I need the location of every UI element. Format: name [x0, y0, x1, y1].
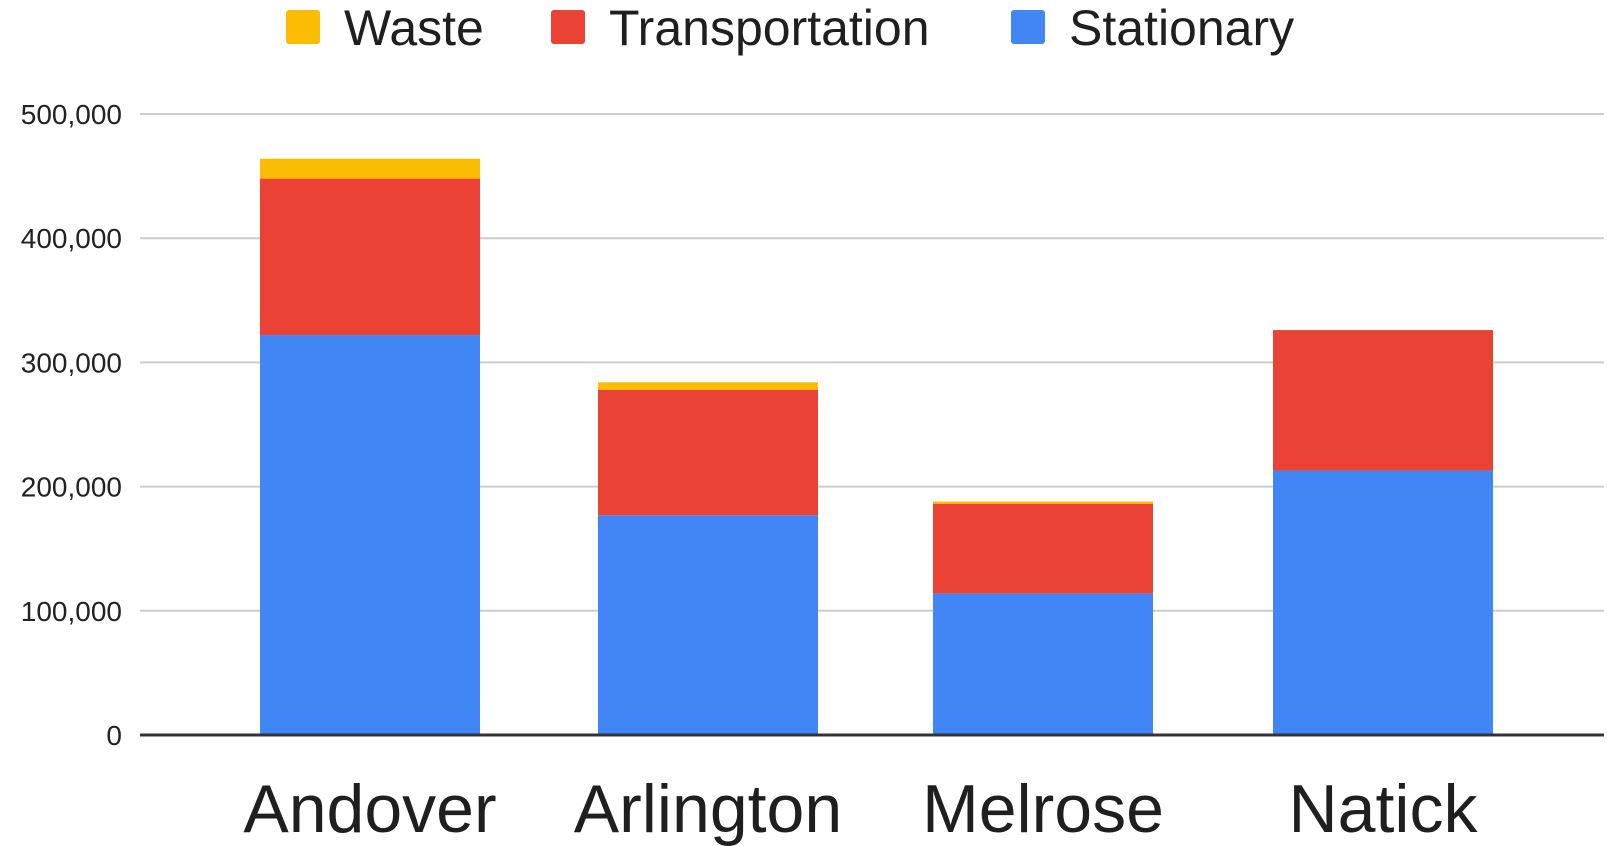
legend-swatch-transportation	[551, 10, 585, 44]
bar-segment-transportation-andover	[260, 178, 480, 336]
y-tick-label: 400,000	[21, 223, 122, 254]
bar-segment-transportation-arlington	[598, 389, 818, 516]
legend-swatch-stationary	[1011, 10, 1045, 44]
bar-segment-stationary-melrose	[933, 593, 1153, 735]
legend-label-transportation: Transportation	[609, 0, 930, 56]
y-tick-label: 500,000	[21, 99, 122, 130]
legend-label-stationary: Stationary	[1069, 0, 1294, 56]
bar-segment-stationary-andover	[260, 335, 480, 735]
bar-segment-transportation-melrose	[933, 503, 1153, 594]
bar-segment-waste-arlington	[598, 382, 818, 390]
legend-label-waste: Waste	[344, 0, 484, 56]
bar-segment-transportation-natick	[1273, 330, 1493, 471]
x-axis-category-labels: Andover Arlington Melrose Natick	[243, 771, 1478, 846]
bar-segment-waste-melrose	[933, 501, 1153, 504]
chart-legend: Waste Transportation Stationary	[286, 0, 1294, 56]
bar-stacks	[260, 158, 1493, 735]
bar-segment-waste-andover	[260, 158, 480, 179]
bar-segment-stationary-arlington	[598, 515, 818, 735]
x-category-label: Natick	[1289, 771, 1479, 846]
y-tick-label: 0	[106, 720, 122, 751]
x-category-label: Melrose	[922, 771, 1164, 846]
legend-swatch-waste	[286, 10, 320, 44]
bar-segment-stationary-natick	[1273, 470, 1493, 735]
x-category-label: Andover	[243, 771, 496, 846]
x-category-label: Arlington	[574, 771, 842, 846]
y-tick-label: 100,000	[21, 596, 122, 627]
y-axis-tick-labels: 0 100,000 200,000 300,000 400,000 500,000	[21, 99, 122, 751]
y-tick-label: 200,000	[21, 472, 122, 503]
y-tick-label: 300,000	[21, 347, 122, 378]
